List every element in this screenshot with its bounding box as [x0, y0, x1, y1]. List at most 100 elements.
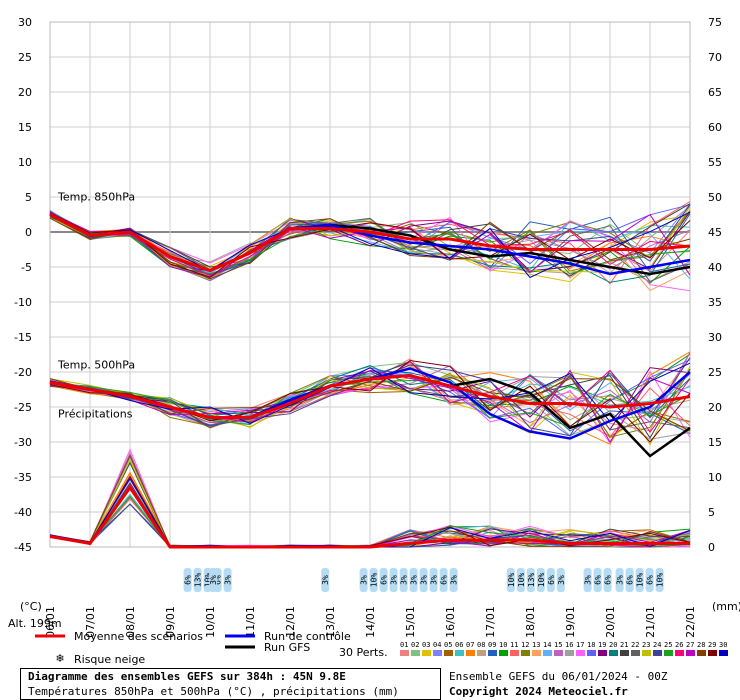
- snow-risk-pct: 3%: [584, 575, 593, 585]
- y2-tick-label: 60: [708, 121, 722, 134]
- x-tick-label: 06/01: [44, 606, 57, 638]
- snow-risk-pct: 3%: [430, 575, 439, 585]
- snow-risk-marker: [603, 568, 612, 592]
- legend-snow-label: Risque neige: [74, 653, 145, 666]
- snow-risk-pct: 3%: [400, 575, 409, 585]
- legend-pert-number: 19: [598, 641, 606, 649]
- legend-pert-number: 06: [455, 641, 463, 649]
- footer-copyright: Copyright 2024 Meteociel.fr: [449, 685, 628, 698]
- y-tick-label: 30: [18, 16, 32, 29]
- snow-risk-marker: [615, 568, 624, 592]
- snow-risk-marker: [526, 568, 535, 592]
- legend-pert-swatch: [510, 650, 519, 656]
- perturbation-line: [49, 379, 691, 428]
- legend-pert-swatch: [576, 650, 585, 656]
- legend-pert-swatch: [488, 650, 497, 656]
- perturbation-line: [49, 212, 691, 278]
- x-tick-label: 13/01: [324, 606, 337, 638]
- snow-risk-pct: 3%: [420, 575, 429, 585]
- x-tick-label: 15/01: [404, 606, 417, 638]
- legend-pert-swatch: [499, 650, 508, 656]
- y2-tick-label: 55: [708, 156, 722, 169]
- legend-pert-number: 10: [499, 641, 507, 649]
- snow-risk-pct: 6%: [547, 575, 556, 585]
- snow-risk-row: 6% 13% 10% 6% 3%3% 3% 3% 10% 6% 3% 3% 3% 3% 3% 6% 3% 10%…: [183, 568, 665, 592]
- snow-risk-marker: [209, 568, 218, 592]
- snow-risk-pct: 6%: [626, 575, 635, 585]
- snow-risk-marker: [655, 568, 664, 592]
- legend-pert-number: 12: [521, 641, 529, 649]
- snow-risk-pct: 6%: [604, 575, 613, 585]
- legend-pert-swatch: [598, 650, 607, 656]
- x-tick-label: 20/01: [604, 606, 617, 638]
- legend-pert-number: 21: [620, 641, 628, 649]
- y-tick-label: 25: [18, 51, 32, 64]
- legend-pert-swatch: [631, 650, 640, 656]
- perturbation-line: [49, 369, 691, 438]
- legend-pert-swatch: [466, 650, 475, 656]
- legend-pert-number: 07: [466, 641, 474, 649]
- snow-risk-pct: 6%: [594, 575, 603, 585]
- snow-risk-pct: 3%: [360, 575, 369, 585]
- legend-pert-swatch: [664, 650, 673, 656]
- snow-risk-pct: 3%: [321, 575, 330, 585]
- snow-risk-pct: 10%: [517, 573, 526, 588]
- snow-risk-marker: [419, 568, 428, 592]
- legend-pert-number: 14: [543, 641, 551, 649]
- snow-risk-marker: [389, 568, 398, 592]
- legend-control-label: Run de contrôle: [264, 630, 351, 643]
- y-tick-label: -25: [14, 401, 32, 414]
- legend-pert-number: 22: [631, 641, 639, 649]
- legend-gfs-label: Run GFS: [264, 641, 310, 654]
- legend-pert-number: 04: [433, 641, 441, 649]
- snow-risk-pct: 10%: [636, 573, 645, 588]
- altitude: Alt. 199m: [8, 617, 62, 630]
- legend-pert-swatch: [543, 650, 552, 656]
- snow-risk-pct: 10%: [370, 573, 379, 588]
- snow-risk-pct: 13%: [527, 573, 536, 588]
- snow-risk-pct: 10%: [537, 573, 546, 588]
- legend-pert-number: 29: [708, 641, 716, 649]
- x-tick-label: 12/01: [284, 606, 297, 638]
- snow-risk-pct: 6%: [380, 575, 389, 585]
- perturbation-line: [49, 206, 691, 281]
- y2-tick-label: 30: [708, 331, 722, 344]
- legend-pert-number: 30: [719, 641, 727, 649]
- x-tick-label: 21/01: [644, 606, 657, 638]
- snow-risk-marker: [369, 568, 378, 592]
- mean-line: [49, 484, 690, 549]
- panel-labels: Temp. 850hPa Temp. 500hPa Précipitations: [57, 191, 135, 421]
- legend-pert-number: 16: [565, 641, 573, 649]
- legend-pert-number: 25: [664, 641, 672, 649]
- snow-risk-pct: 3%: [209, 575, 218, 585]
- snow-risk-marker: [635, 568, 644, 592]
- snow-risk-marker: [359, 568, 368, 592]
- y2-tick-label: 75: [708, 16, 722, 29]
- perturbation-line: [49, 213, 691, 283]
- y-tick-label: -10: [14, 296, 32, 309]
- legend-pert-number: 05: [444, 641, 452, 649]
- y2-tick-label: 50: [708, 191, 722, 204]
- legend-pert-number: 24: [653, 641, 661, 649]
- y-tick-label: 0: [25, 226, 32, 239]
- legend-pert-number: 26: [675, 641, 683, 649]
- right-unit: (mm): [712, 600, 740, 613]
- legend-pert-swatch: [400, 650, 409, 656]
- x-tick-label: 14/01: [364, 606, 377, 638]
- y-tick-label: -15: [14, 331, 32, 344]
- perturbation-line: [49, 366, 691, 446]
- snow-risk-marker: [379, 568, 388, 592]
- legend-pert-number: 08: [477, 641, 485, 649]
- snow-risk-marker: [556, 568, 565, 592]
- legend-pert-number: 20: [609, 641, 617, 649]
- x-tick-label: 07/01: [84, 606, 97, 638]
- y2-tick-label: 45: [708, 226, 722, 239]
- perturbation-line: [49, 217, 691, 280]
- panel-label: Temp. 850hPa: [57, 191, 135, 204]
- left-axis: 30 25 20 15 10 5 0 -5 -10 -15 -20 -25 -30 -35 -40 -45 (°…: [14, 16, 42, 613]
- x-tick-label: 16/01: [444, 606, 457, 638]
- perturbation-line: [49, 211, 691, 283]
- x-tick-label: 22/01: [684, 606, 697, 638]
- legend-pert-swatch: [642, 650, 651, 656]
